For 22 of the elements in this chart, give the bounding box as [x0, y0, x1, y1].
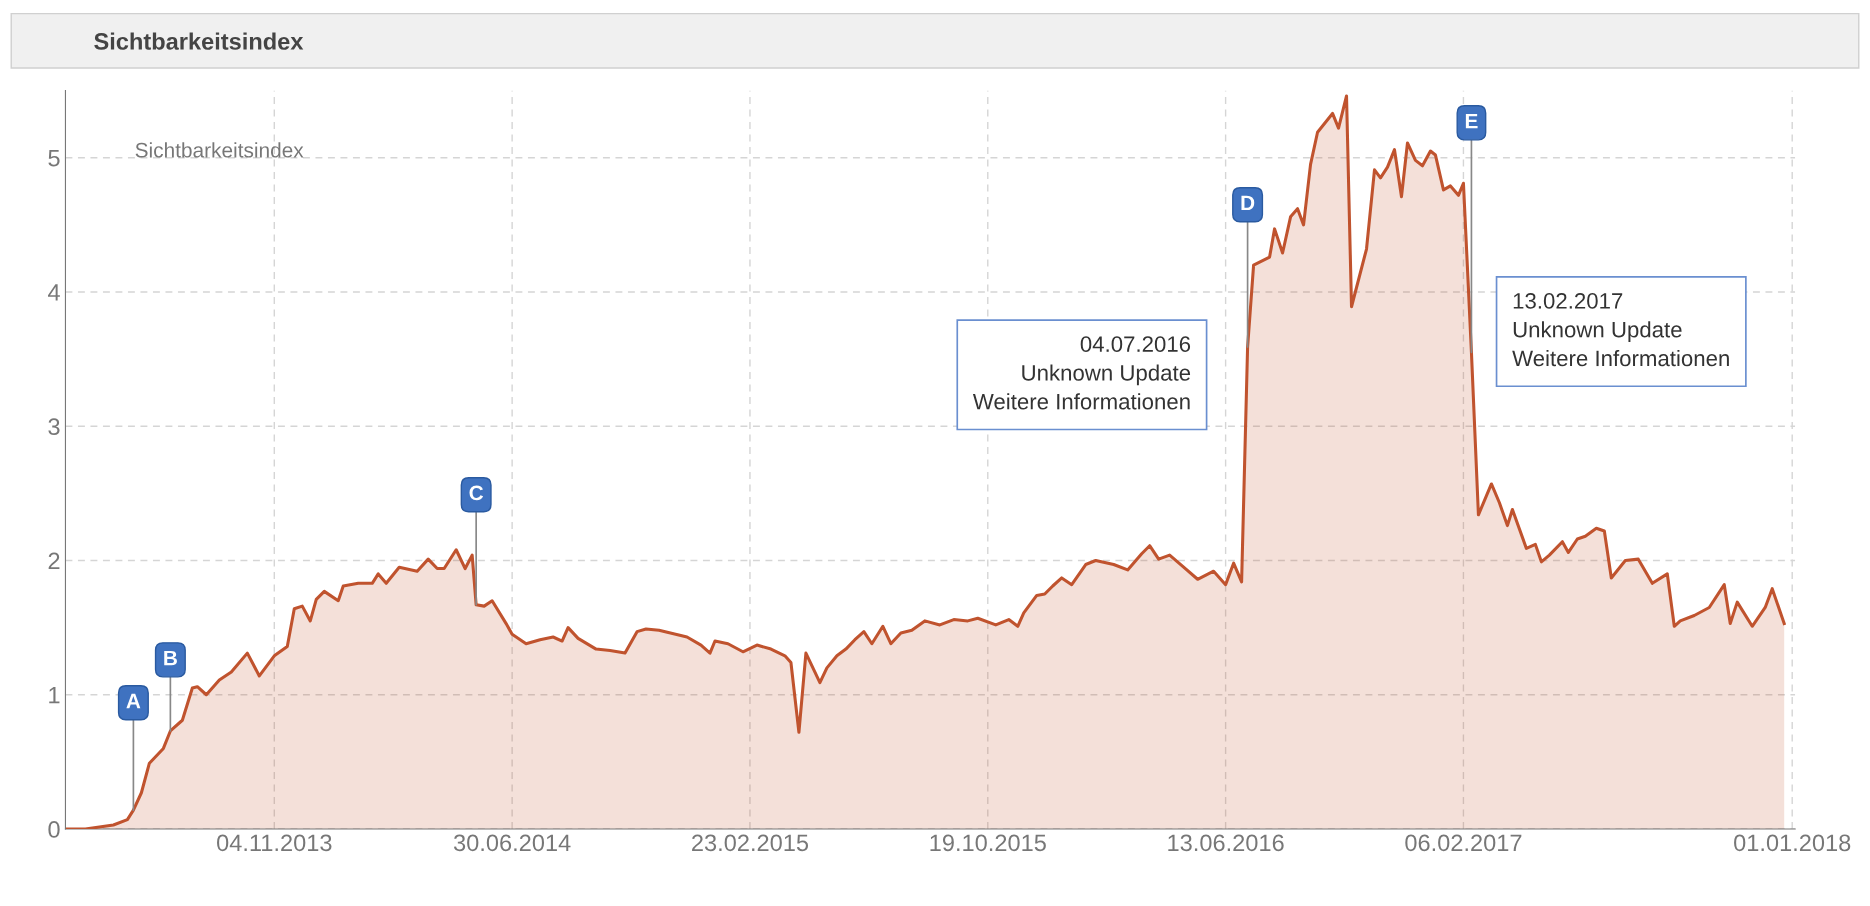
x-tick-label: 30.06.2014	[453, 834, 571, 852]
legend-title: Sichtbarkeitsindex	[135, 142, 304, 158]
x-tick-label: 04.11.2013	[217, 834, 332, 852]
y-tick-label: 5	[48, 150, 60, 167]
annotation: A	[126, 693, 141, 709]
y-tick-label: 1	[49, 687, 60, 704]
annotation: B	[164, 650, 177, 666]
chart-title: Sichtbarkeitsindex	[94, 32, 304, 50]
y-tick-label: 2	[48, 552, 60, 570]
x-tick-label: 19.10.2015	[930, 834, 1046, 852]
y-tick-label: 4	[48, 284, 60, 301]
x-tick-label: 01.01.2018	[1734, 834, 1851, 852]
x-tick-label: 23.02.2015	[692, 834, 809, 852]
annotation: 04.07.2016 Unknown Update Weitere Informationen	[972, 336, 1191, 410]
annotation: C	[469, 485, 484, 501]
y-tick-label: 0	[48, 821, 60, 838]
annotation: D	[1241, 195, 1255, 211]
x-tick-label: 13.06.2016	[1168, 834, 1284, 852]
y-tick-label: 3	[48, 418, 60, 436]
annotation: E	[1465, 113, 1478, 129]
annotation: 13.02.2017 Unknown Update Weitere Informationen	[1512, 293, 1729, 367]
x-tick-label: 06.02.2017	[1405, 834, 1522, 852]
